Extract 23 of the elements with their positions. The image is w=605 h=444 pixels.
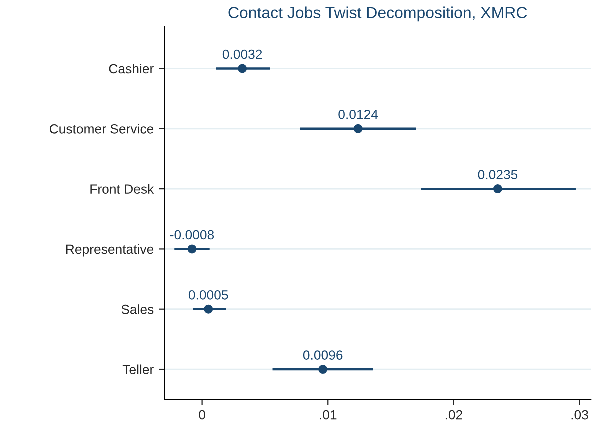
- data-label: 0.0096: [303, 350, 343, 360]
- chart-title: Contact Jobs Twist Decomposition, XMRC: [228, 6, 528, 22]
- x-tick-label: .01: [320, 410, 337, 420]
- point: [493, 184, 502, 194]
- x-tick-label: .02: [446, 410, 462, 420]
- point: [318, 365, 328, 374]
- data-label: 0.0032: [222, 50, 262, 60]
- point: [354, 124, 363, 134]
- y-tick-label: Representative: [66, 244, 154, 257]
- data-label: 0.0124: [338, 110, 378, 120]
- point: [238, 64, 248, 74]
- x-tick-label: .03: [572, 410, 588, 420]
- point: [204, 304, 214, 314]
- y-tick-label: Teller: [122, 364, 154, 374]
- y-tick-label: Front Desk: [90, 184, 154, 194]
- data-label: 0.0005: [188, 290, 228, 300]
- data-label: -0.0008: [170, 230, 214, 240]
- y-tick-label: Customer Service: [50, 124, 154, 134]
- x-tick-label: 0: [199, 410, 206, 420]
- point: [188, 244, 197, 254]
- y-tick-label: Cashier: [109, 64, 154, 74]
- data-label: 0.0235: [478, 170, 518, 180]
- y-tick-label: Sales: [122, 304, 154, 314]
